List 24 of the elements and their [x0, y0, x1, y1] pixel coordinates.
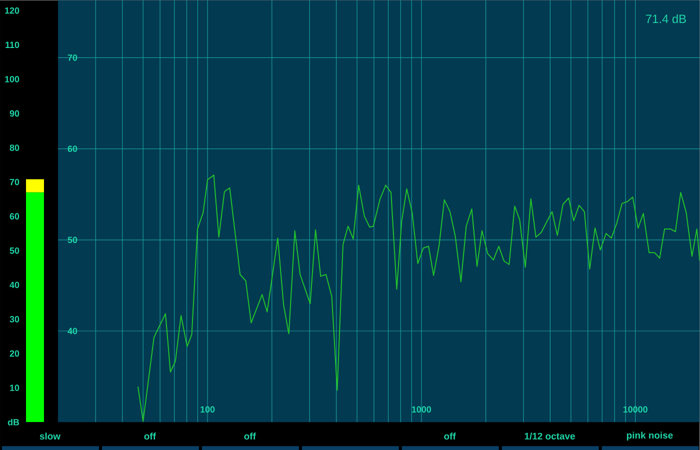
y-tick-label: 70 — [10, 178, 20, 186]
y-tick-label: 40 — [68, 328, 78, 334]
text: off — [444, 432, 456, 440]
y-tick-label: 50 — [10, 247, 20, 254]
y-tick-label: 20 — [10, 350, 20, 357]
text: slow — [40, 432, 61, 440]
y-tick-label: 90 — [10, 110, 20, 117]
x-tick-label: 1000 — [412, 406, 432, 413]
y-tick-label: 50 — [68, 236, 78, 244]
y-tick-label: 120 — [5, 7, 20, 14]
y-tick-label: 30 — [10, 316, 20, 322]
text: off — [144, 432, 156, 440]
y-tick-label: 80 — [10, 144, 20, 151]
x-tick-label: 100 — [200, 406, 215, 413]
annotation: 71.4 dB — [646, 14, 686, 24]
y-tick-label: dB — [8, 418, 20, 426]
text: off — [244, 432, 256, 440]
y-tick-label: 10 — [10, 384, 20, 391]
text: 1/12 octave — [524, 432, 575, 440]
y-tick-label: 110 — [6, 42, 20, 48]
text: pink noise — [626, 432, 673, 440]
y-tick-label: 60 — [10, 213, 20, 220]
y-tick-label: 100 — [5, 76, 20, 82]
y-tick-label: 40 — [10, 282, 20, 288]
